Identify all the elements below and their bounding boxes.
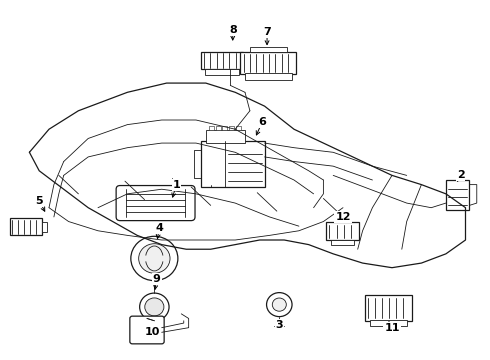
Bar [201,52,243,69]
Bar [250,47,287,52]
Bar [365,296,412,321]
Text: 6: 6 [258,117,266,127]
Bar [236,126,241,130]
Circle shape [131,236,178,280]
Text: 11: 11 [384,323,400,333]
Text: 10: 10 [144,327,160,337]
Bar [206,130,245,143]
FancyBboxPatch shape [130,316,164,344]
Circle shape [145,298,164,316]
Bar [42,221,47,232]
Text: 2: 2 [457,170,465,180]
Bar [209,126,214,130]
Bar [201,141,265,187]
Bar [370,320,407,326]
Bar [326,222,359,240]
Bar [205,69,239,75]
Bar [331,239,354,244]
Text: 4: 4 [155,224,163,234]
Bar [245,73,292,80]
Text: 12: 12 [335,212,351,222]
Circle shape [267,293,292,316]
Text: 5: 5 [35,196,43,206]
Circle shape [139,244,170,273]
Circle shape [272,298,286,311]
Text: 9: 9 [153,274,161,284]
Text: 8: 8 [229,25,237,35]
Bar [222,126,227,130]
Bar [446,180,469,210]
Bar [229,126,234,130]
Circle shape [140,293,169,321]
Bar [240,52,296,74]
Bar [10,218,42,235]
Bar [216,126,220,130]
Text: 1: 1 [172,180,180,190]
FancyBboxPatch shape [116,185,195,221]
Text: 3: 3 [275,320,283,330]
Text: 7: 7 [263,27,271,37]
